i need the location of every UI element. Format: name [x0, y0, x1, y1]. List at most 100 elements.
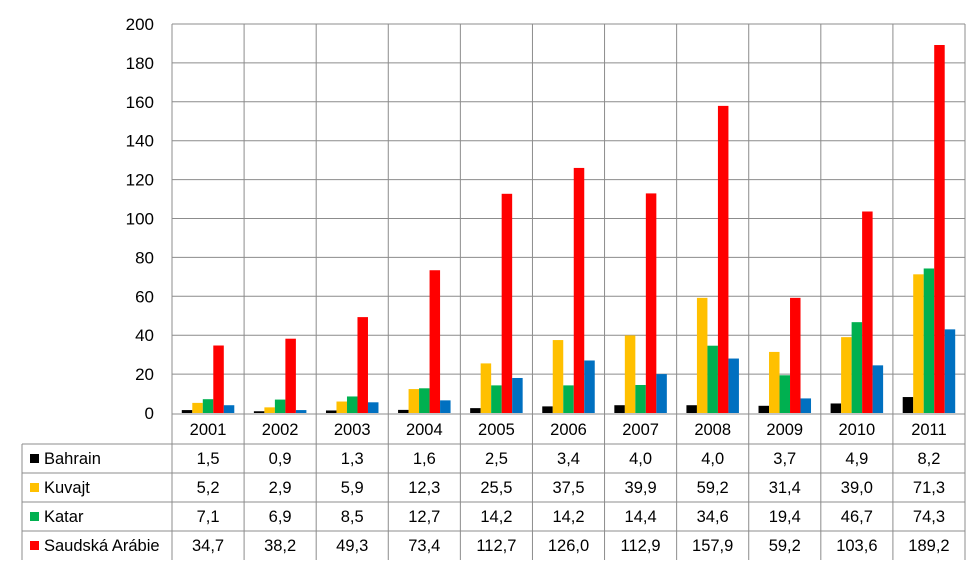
- gridlines: [171, 23, 966, 560]
- data-label: 46,7: [841, 508, 873, 526]
- bar: [408, 389, 420, 413]
- y-tick-label: 0: [145, 404, 154, 423]
- y-tick-label: 200: [126, 15, 154, 34]
- bar: [419, 388, 430, 413]
- data-label: 189,2: [908, 537, 949, 555]
- bar: [563, 385, 574, 413]
- bar: [573, 167, 585, 413]
- y-tick-label: 120: [126, 171, 154, 190]
- bar: [841, 337, 852, 413]
- bar: [913, 274, 924, 413]
- data-label: 8,2: [917, 450, 940, 468]
- y-tick-label: 100: [126, 210, 154, 229]
- legend-key: [30, 454, 39, 463]
- bar: [325, 410, 337, 413]
- bar: [253, 411, 265, 413]
- bar: [480, 363, 492, 413]
- data-label: 73,4: [408, 537, 440, 555]
- bar: [614, 405, 625, 413]
- data-label: 1,6: [413, 450, 436, 468]
- bar: [696, 297, 708, 413]
- bar: [635, 384, 646, 413]
- data-label: 157,9: [692, 537, 733, 555]
- bar: [181, 410, 193, 413]
- bar: [645, 193, 657, 413]
- bar: [264, 407, 275, 413]
- data-label: 37,5: [552, 479, 584, 497]
- bar: [800, 398, 812, 413]
- data-label: 71,3: [913, 479, 945, 497]
- bar: [440, 400, 451, 413]
- data-label: 59,2: [697, 479, 729, 497]
- data-label: 12,3: [408, 479, 440, 497]
- data-label: 14,4: [625, 508, 657, 526]
- data-label: 39,0: [841, 479, 873, 497]
- bar: [398, 409, 409, 413]
- x-tick-label: 2008: [694, 421, 731, 439]
- data-label: 5,2: [197, 479, 220, 497]
- y-tick-label: 140: [126, 132, 154, 151]
- bar: [830, 403, 842, 413]
- x-tick-label: 2010: [839, 421, 876, 439]
- x-tick-label: 2003: [334, 421, 371, 439]
- bar: [357, 317, 368, 413]
- data-label: 2,9: [269, 479, 292, 497]
- data-label: 126,0: [548, 537, 589, 555]
- legend-entry: Katar: [44, 508, 84, 526]
- x-tick-label: 2004: [406, 421, 443, 439]
- bar: [769, 351, 780, 413]
- bar: [717, 105, 729, 414]
- data-label: 103,6: [836, 537, 877, 555]
- data-label: 34,6: [697, 508, 729, 526]
- data-label: 3,7: [773, 450, 796, 468]
- bar: [336, 401, 347, 413]
- y-tick-labels: 0 20 40 60 80 100 120 140 160 180 200: [126, 15, 154, 423]
- bar: [501, 193, 513, 413]
- data-label: 38,2: [264, 537, 296, 555]
- bar: [552, 340, 564, 413]
- legend-key: [30, 512, 39, 521]
- bar: [295, 410, 307, 413]
- bar: [686, 405, 697, 413]
- bar: [944, 329, 956, 413]
- data-label: 8,5: [341, 508, 364, 526]
- bar: [851, 322, 863, 413]
- y-tick-label: 160: [126, 93, 154, 112]
- bar: [491, 385, 502, 413]
- data-label: 4,9: [845, 450, 868, 468]
- data-label: 19,4: [769, 508, 801, 526]
- legend-key: [30, 541, 39, 550]
- bar: [367, 402, 379, 413]
- data-label: 39,9: [625, 479, 657, 497]
- data-table: 2001 2002 2003 2004 2005 2006 2007 2008 2009 2010…: [21, 421, 965, 560]
- bar: [728, 358, 739, 413]
- data-label: 1,5: [197, 450, 220, 468]
- bar: [862, 211, 873, 413]
- x-tick-label: 2005: [478, 421, 515, 439]
- data-label: 49,3: [336, 537, 368, 555]
- y-tick-label: 40: [135, 326, 154, 345]
- bar: [202, 399, 214, 413]
- y-tick-label: 20: [135, 365, 154, 384]
- bar: [902, 397, 914, 413]
- bar: [542, 406, 553, 413]
- data-label: 7,1: [197, 508, 220, 526]
- bar: [934, 45, 945, 413]
- data-label: 12,7: [408, 508, 440, 526]
- data-label: 4,0: [629, 450, 652, 468]
- legend-entry: Kuvajt: [44, 479, 90, 497]
- legend-entry: Bahrain: [44, 450, 101, 468]
- data-label: 112,9: [621, 537, 661, 555]
- y-tick-label: 180: [126, 54, 154, 73]
- bars: [181, 45, 956, 414]
- axes: [172, 23, 965, 415]
- data-label: 2,5: [485, 450, 508, 468]
- x-tick-label: 2002: [262, 421, 299, 439]
- y-tick-label: 60: [135, 287, 154, 306]
- x-tick-label: 2001: [190, 421, 227, 439]
- bar: [223, 405, 235, 413]
- bar: [192, 402, 203, 413]
- bar: [285, 338, 296, 413]
- x-tick-label: 2009: [766, 421, 803, 439]
